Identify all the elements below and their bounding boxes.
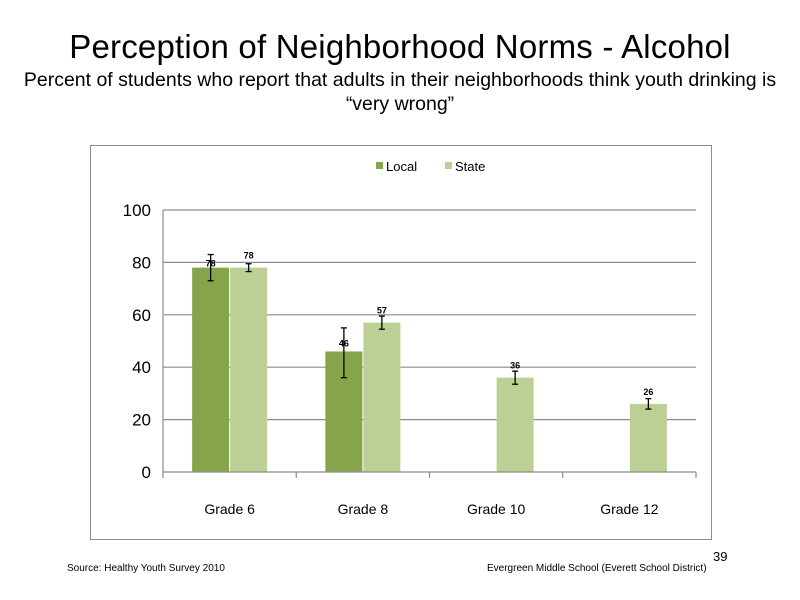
chart-frame	[90, 145, 712, 540]
data-label: 78	[206, 259, 216, 269]
axes: 0 20 40 60 80 100 Grade 6 Grade 8 Grade 10 Grade …	[123, 201, 697, 517]
legend-label-state: State	[455, 159, 485, 174]
y-tick-label: 100	[123, 201, 151, 220]
legend-swatch-local	[376, 162, 383, 169]
bar-state	[363, 322, 401, 472]
data-label: 36	[510, 361, 520, 371]
y-tick-label: 20	[132, 411, 151, 430]
y-tick-label: 80	[132, 253, 151, 272]
x-tick-label: Grade 10	[467, 501, 526, 517]
legend-label-local: Local	[386, 159, 417, 174]
data-label: 46	[339, 338, 349, 348]
page-number: 39	[713, 549, 728, 564]
source-note: Source: Healthy Youth Survey 2010	[67, 563, 225, 574]
legend: Local State	[376, 159, 485, 174]
x-tick-label: Grade 6	[204, 501, 255, 517]
data-label: 78	[244, 251, 254, 261]
data-label: 26	[643, 387, 653, 397]
slide-title: Perception of Neighborhood Norms - Alcoh…	[69, 28, 731, 65]
legend-swatch-state	[445, 162, 452, 169]
y-tick-label: 60	[132, 306, 151, 325]
slide-subtitle: Percent of students who report that adul…	[23, 69, 777, 115]
bar-local	[192, 267, 230, 472]
x-tick-label: Grade 8	[338, 501, 389, 517]
bar-state	[496, 377, 534, 472]
bar-state	[629, 403, 667, 472]
y-tick-label: 0	[142, 463, 151, 482]
bar-state	[230, 267, 268, 472]
y-tick-label: 40	[132, 358, 151, 377]
bars: 78 78 46 57 36 26	[192, 251, 667, 472]
x-tick-label: Grade 12	[600, 501, 659, 517]
school-name: Evergreen Middle School (Everett School …	[487, 563, 707, 574]
data-label: 57	[377, 306, 387, 316]
